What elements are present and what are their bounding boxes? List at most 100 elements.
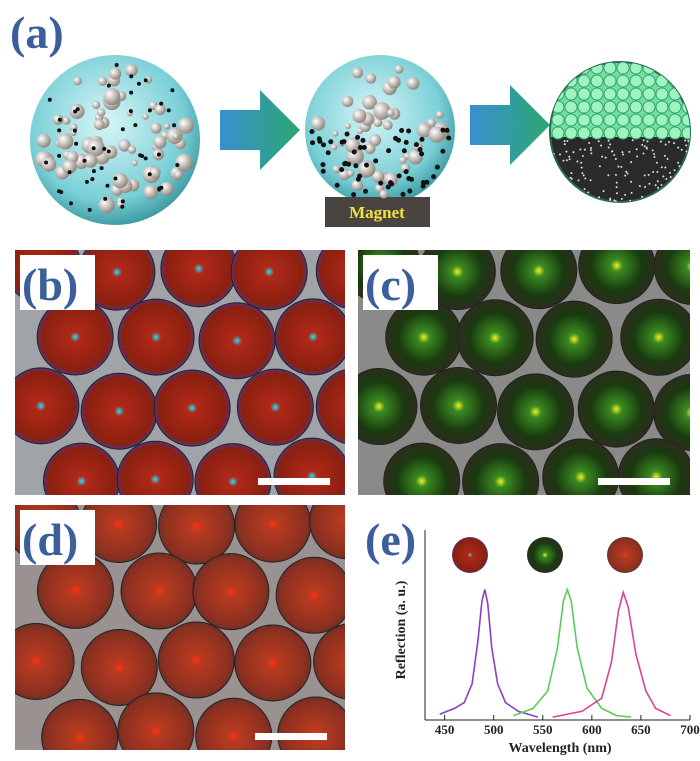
microsphere	[116, 440, 194, 495]
dot	[72, 128, 77, 133]
dot	[82, 158, 87, 163]
speck	[687, 166, 690, 169]
particle	[57, 133, 74, 150]
particle	[142, 113, 149, 120]
particle	[387, 75, 401, 89]
microsphere	[198, 302, 276, 380]
speck	[671, 192, 674, 195]
microsphere	[309, 505, 345, 560]
dot	[74, 141, 79, 146]
speck	[668, 171, 671, 174]
dot	[47, 97, 52, 102]
particle	[97, 76, 108, 86]
particle	[97, 108, 106, 117]
particle	[427, 118, 437, 128]
speck	[682, 188, 685, 191]
cell	[603, 74, 617, 88]
speck	[655, 161, 658, 164]
speck	[652, 170, 655, 173]
particle	[112, 172, 128, 189]
microsphere	[234, 505, 312, 563]
dot	[446, 135, 452, 141]
dot	[57, 128, 62, 133]
speck	[642, 139, 645, 142]
speck	[563, 143, 566, 146]
speck	[651, 149, 654, 152]
cell	[668, 126, 682, 140]
dot	[385, 184, 391, 190]
speck	[580, 200, 583, 202]
cell	[681, 74, 690, 88]
dot	[147, 108, 152, 113]
dot	[321, 142, 327, 148]
panel-label: (e)	[365, 514, 416, 565]
dot	[396, 137, 402, 143]
speck	[584, 177, 587, 180]
cell	[681, 87, 690, 101]
speck	[585, 195, 588, 198]
dot	[434, 164, 440, 170]
particle	[173, 170, 183, 180]
speck	[638, 185, 641, 188]
dot	[102, 146, 107, 151]
microsphere	[692, 298, 700, 374]
dot	[396, 173, 402, 179]
dot	[113, 176, 118, 181]
cell	[616, 126, 630, 140]
x-tick-label: 550	[533, 722, 553, 737]
dot	[175, 162, 180, 167]
speck	[641, 195, 644, 198]
dot	[409, 176, 415, 182]
microsphere	[80, 372, 158, 450]
speck	[663, 154, 666, 157]
microsphere	[274, 298, 345, 376]
particle	[163, 123, 171, 130]
speck	[651, 199, 654, 202]
panel-label: (c)	[365, 259, 416, 310]
x-tick-label: 600	[582, 722, 602, 737]
speck	[579, 148, 582, 151]
spectrum	[513, 587, 632, 718]
cell	[590, 126, 604, 140]
cell	[629, 113, 643, 127]
dot	[357, 145, 363, 151]
cell	[629, 87, 643, 101]
dot	[44, 160, 49, 165]
cell	[668, 62, 682, 75]
speck	[598, 196, 601, 199]
speck	[617, 165, 620, 168]
dot	[120, 127, 125, 132]
particle	[331, 144, 338, 151]
cell	[590, 87, 604, 101]
dot	[344, 131, 350, 137]
cell	[577, 74, 591, 88]
speck	[682, 196, 685, 199]
speck	[673, 142, 676, 145]
cell	[616, 100, 630, 114]
speck	[614, 200, 617, 202]
dot	[114, 63, 119, 68]
speck	[675, 191, 678, 194]
speck	[656, 180, 659, 183]
speck	[685, 144, 688, 147]
dot	[68, 201, 73, 206]
speck	[557, 196, 560, 199]
dot	[420, 183, 426, 189]
particle	[344, 123, 352, 130]
speck	[686, 162, 689, 165]
dot	[440, 148, 446, 154]
speck	[570, 177, 573, 180]
cell	[551, 126, 565, 140]
speck	[628, 150, 631, 153]
particle	[371, 170, 385, 183]
dot	[310, 140, 316, 146]
dot	[419, 136, 425, 142]
microsphere	[15, 367, 80, 445]
cell	[642, 100, 656, 114]
particle	[62, 159, 77, 175]
dot	[419, 151, 425, 157]
speck	[677, 201, 680, 202]
dot	[316, 136, 322, 142]
cell	[603, 62, 617, 75]
dot	[73, 109, 78, 114]
